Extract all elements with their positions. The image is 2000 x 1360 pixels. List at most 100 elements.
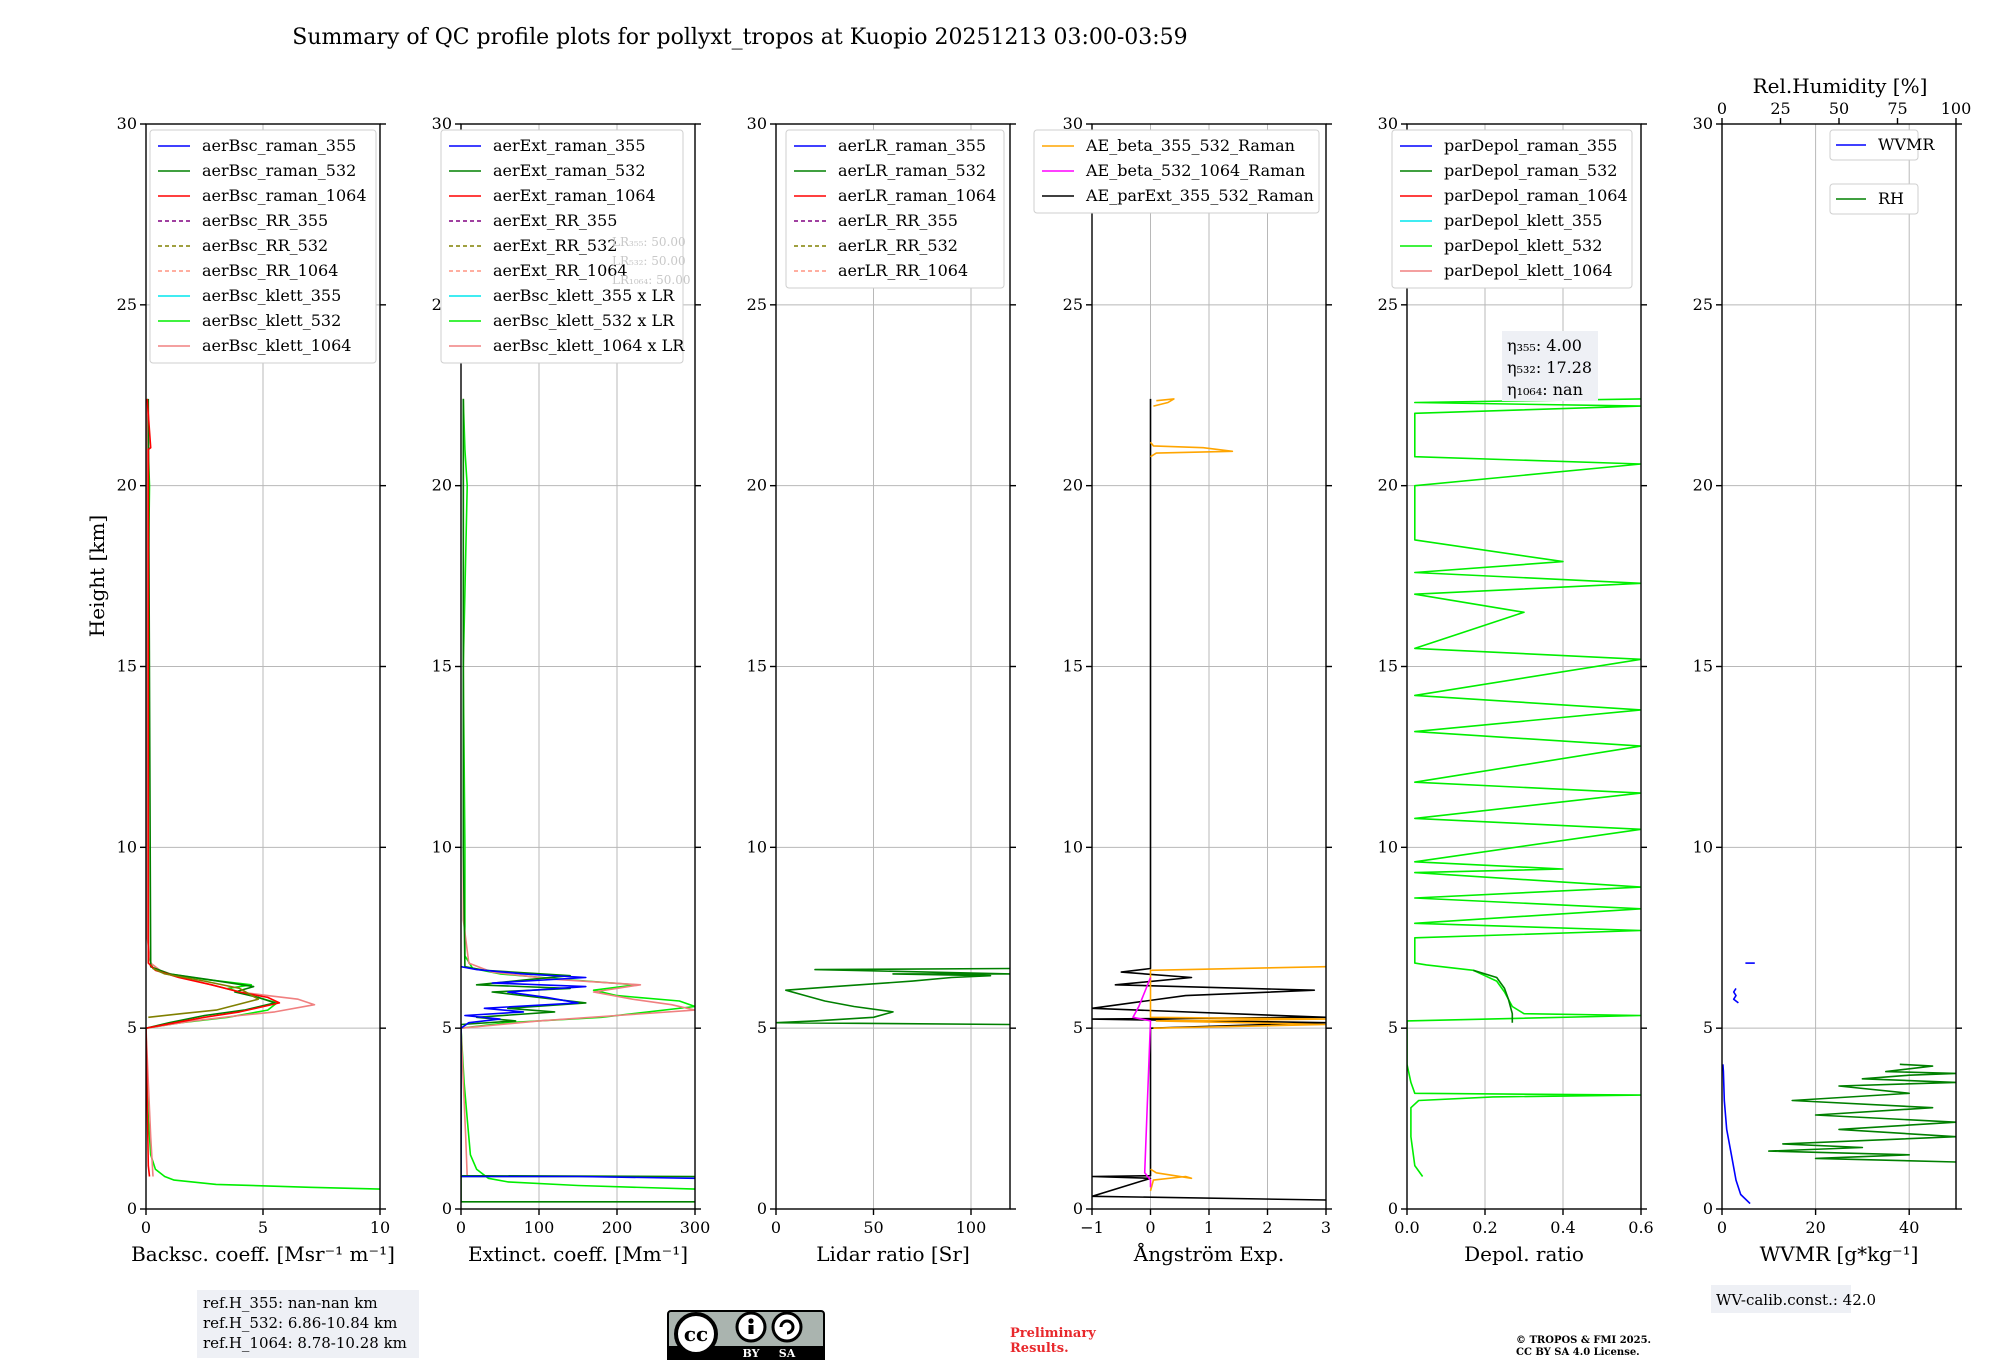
cc-letters-icon: cc [684, 1322, 708, 1346]
x-tick-label: 0.2 [1472, 1218, 1497, 1237]
x-tick-label: 100 [956, 1218, 987, 1237]
y-tick-label: 5 [1703, 1018, 1713, 1037]
legend-label: aerBsc_raman_355 [202, 136, 356, 155]
y-tick-label: 10 [1693, 837, 1713, 856]
legend-box [1829, 183, 1919, 215]
top-x-tick-label: 25 [1770, 99, 1790, 118]
series-WVMR_b [1732, 987, 1739, 1004]
series-aerBsc_klett_532 x LR [461, 398, 695, 1190]
x-tick-label: 200 [602, 1218, 633, 1237]
y-tick-label: 25 [1693, 295, 1713, 314]
sa-share-icon [771, 1311, 803, 1343]
by-person-body [748, 1325, 754, 1334]
legend-label: parDepol_raman_355 [1444, 136, 1617, 155]
panel-backscatter: 0 5 10 15 20 25 30 0 5 10 Backsc. coeff. [Msr⁻¹ m⁻… [117, 114, 395, 1266]
top-x-tick-label: 50 [1829, 99, 1849, 118]
x-tick-label: 20 [1805, 1218, 1825, 1237]
y-tick-label: 15 [1378, 657, 1398, 676]
top-x-tick-label: 0 [1717, 99, 1727, 118]
legend-label: aerExt_raman_1064 [493, 186, 656, 205]
legend-label: aerBsc_klett_355 [202, 286, 341, 305]
figure-title: Summary of QC profile plots for pollyxt_… [292, 25, 1187, 50]
legend-label: aerBsc_RR_355 [202, 211, 328, 230]
legend-box [149, 129, 377, 364]
wv-calib-box: WV-calib.const.: 42.0 [1711, 1285, 1876, 1313]
series-AE_beta_355_532_Raman_c [1149, 441, 1234, 458]
x-tick-label: 10 [370, 1218, 390, 1237]
series-aerExt_raman_355 [461, 965, 695, 1180]
legend-label: AE_beta_355_532_Raman [1085, 136, 1295, 155]
y-tick-label: 20 [747, 476, 767, 495]
series-group [776, 967, 1010, 1026]
legend-box [785, 129, 1005, 289]
series-aerBsc_RR_532 [148, 967, 260, 1019]
y-tick-label: 15 [117, 657, 137, 676]
x-tick-label: 40 [1899, 1218, 1919, 1237]
x-tick-label: −1 [1080, 1218, 1104, 1237]
series-aerBsc_klett_1064 x LR [461, 398, 695, 1177]
copyright-line-2: CC BY SA 4.0 License. [1516, 1347, 1640, 1358]
ref-h-1064: ref.H_1064: 8.78-10.28 km [203, 1334, 407, 1352]
legend-label: aerBsc_RR_532 [202, 236, 328, 255]
legend-box [1829, 129, 1919, 161]
y-tick-label: 5 [442, 1018, 452, 1037]
x-tick-label: 5 [258, 1218, 268, 1237]
lr-annotation: LR₃₅₅: 50.00 [612, 235, 686, 249]
legend-label: RH [1878, 189, 1904, 208]
series-RH [1768, 1063, 1956, 1163]
y-tick-label: 0 [1388, 1199, 1398, 1218]
ref-height-box: ref.H_355: nan-nan km ref.H_532: 6.86-10… [197, 1290, 419, 1358]
y-tick-label: 10 [1063, 837, 1083, 856]
legend-label: aerBsc_klett_1064 x LR [493, 336, 685, 355]
legend-label: parDepol_klett_532 [1444, 236, 1602, 255]
eta-label: η₁₀₆₄: nan [1507, 380, 1583, 399]
y-tick-label: 25 [117, 295, 137, 314]
panel-lidar_ratio: 0 5 10 15 20 25 30 0 50 100 Lidar ratio [Sr] aerLR_… [747, 114, 1016, 1266]
legend-label: AE_beta_532_1064_Raman [1085, 161, 1305, 180]
y-tick-label: 30 [117, 114, 137, 133]
y-tick-label: 15 [747, 657, 767, 676]
legend-label: aerLR_RR_532 [838, 236, 958, 255]
y-tick-label: 25 [747, 295, 767, 314]
legend-label: aerBsc_klett_1064 [202, 336, 351, 355]
y-tick-label: 0 [757, 1199, 767, 1218]
y-tick-label: 25 [1378, 295, 1398, 314]
x-tick-label: 0.6 [1628, 1218, 1653, 1237]
legend-label: aerBsc_raman_1064 [202, 186, 367, 205]
y-tick-label: 0 [1703, 1199, 1713, 1218]
series-parDepol_raman_532 [1473, 969, 1514, 1023]
legend-label: aerBsc_klett_532 x LR [493, 311, 675, 330]
eta-box [1502, 331, 1598, 401]
legend-box [1033, 129, 1320, 214]
y-tick-label: 30 [747, 114, 767, 133]
panel-extinction: 0510152025300100200300Extinct. coeff. [M… [432, 114, 711, 1266]
panel-depol: 0 5 10 15 20 25 30 0.0 0.2 0.4 0.6 Depol. ratio parD… [1378, 114, 1654, 1266]
y-tick-label: 0 [127, 1199, 137, 1218]
x-axis-label: Ångström Exp. [1133, 1241, 1284, 1266]
x-axis-label: Depol. ratio [1464, 1242, 1584, 1266]
y-tick-label: 15 [1693, 657, 1713, 676]
x-axis-label: WVMR [g*kg⁻¹] [1760, 1242, 1919, 1266]
series-aerBsc_raman_1064 [146, 398, 281, 1177]
x-tick-label: 0 [141, 1218, 151, 1237]
lr-annotation: LR₅₃₂: 50.00 [612, 254, 686, 268]
y-tick-label: 20 [117, 476, 137, 495]
legend-label: aerExt_raman_532 [493, 161, 646, 180]
cc-license-badge: cc BY SA [667, 1310, 825, 1360]
legend-label: parDepol_raman_532 [1444, 161, 1617, 180]
y-tick-label: 5 [1073, 1018, 1083, 1037]
cc-circle-icon [674, 1312, 718, 1356]
legend-label: aerBsc_RR_1064 [202, 261, 338, 280]
y-tick-label: 20 [1063, 476, 1083, 495]
y-tick-label: 25 [1063, 295, 1083, 314]
y-tick-label: 20 [432, 476, 452, 495]
lr-annotation: LR₁₀₆₄: 50.00 [612, 273, 690, 287]
y-axis-label: Height [km] [85, 515, 109, 637]
y-tick-label: 10 [432, 837, 452, 856]
y-tick-label: 15 [1063, 657, 1083, 676]
legend-label: aerLR_RR_1064 [838, 261, 968, 280]
x-tick-label: 0 [771, 1218, 781, 1237]
legend-label: aerLR_RR_355 [838, 211, 958, 230]
